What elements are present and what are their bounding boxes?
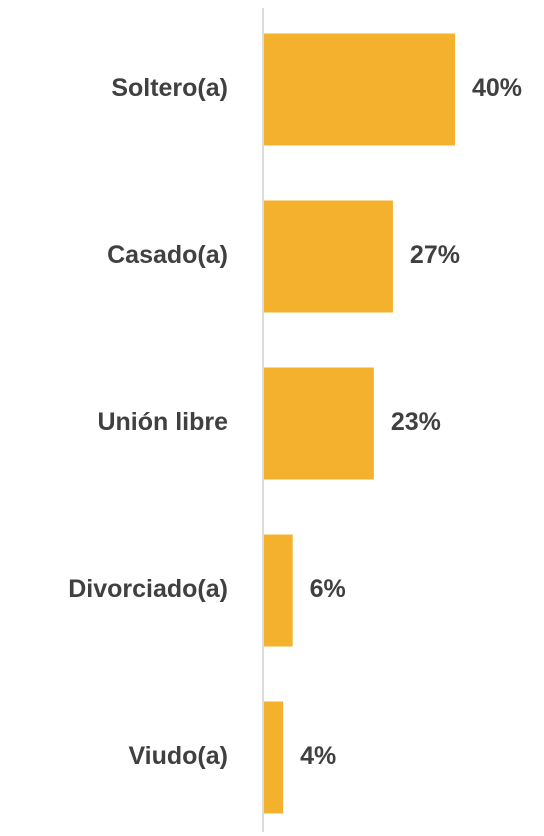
value-label: 4% xyxy=(300,742,336,770)
value-label: 27% xyxy=(410,241,460,269)
category-label: Unión libre xyxy=(97,408,228,436)
bar xyxy=(264,200,393,313)
category-label: Viudo(a) xyxy=(128,742,228,770)
category-label: Soltero(a) xyxy=(111,74,228,102)
bar xyxy=(264,367,374,480)
bar xyxy=(264,534,293,647)
value-label: 23% xyxy=(391,408,441,436)
category-label: Casado(a) xyxy=(107,241,228,269)
bar xyxy=(264,33,455,146)
category-label: Divorciado(a) xyxy=(68,575,228,603)
value-label: 6% xyxy=(310,575,346,603)
bar xyxy=(264,701,284,814)
value-label: 40% xyxy=(472,74,522,102)
